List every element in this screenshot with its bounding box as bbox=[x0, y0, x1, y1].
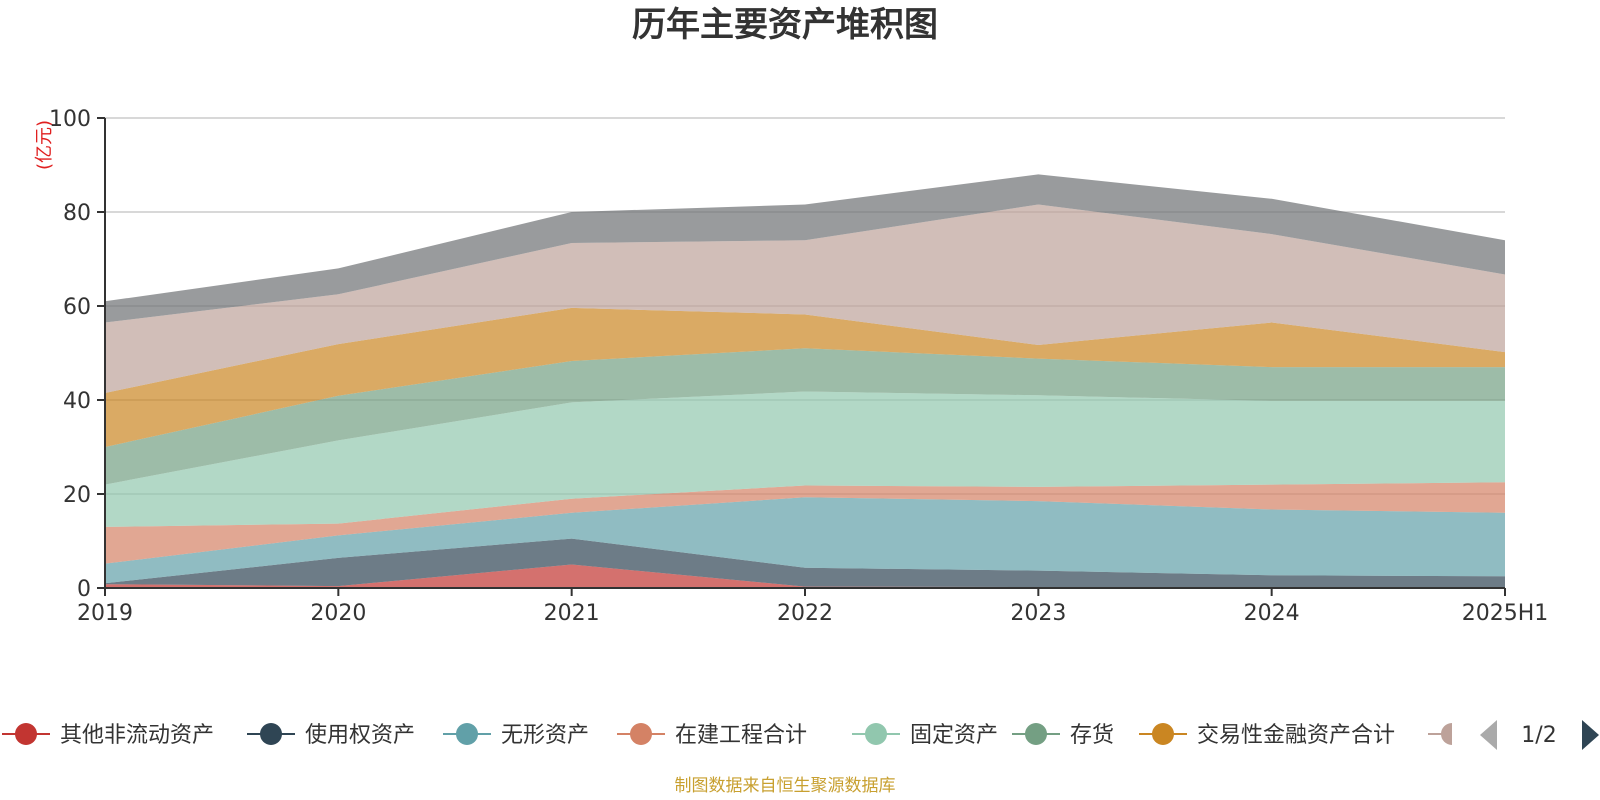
x-tick-label-2021: 2021 bbox=[544, 601, 600, 626]
y-tick-label-0: 0 bbox=[77, 577, 91, 602]
legend-label: 其他非流动资产 bbox=[60, 723, 214, 748]
y-tick-label-80: 80 bbox=[63, 201, 91, 226]
y-tick-label-100: 100 bbox=[49, 107, 91, 132]
legend-marker-icon bbox=[1441, 723, 1452, 745]
stacked-areas bbox=[105, 174, 1505, 588]
x-tick-label-2023: 2023 bbox=[1010, 601, 1066, 626]
legend-item-3[interactable]: 在建工程合计 bbox=[617, 723, 807, 748]
x-tick-label-2020: 2020 bbox=[310, 601, 366, 626]
area-series-4 bbox=[105, 391, 1505, 527]
legend-label: 无形资产 bbox=[501, 723, 589, 748]
x-tick-label-2024: 2024 bbox=[1244, 601, 1300, 626]
legend-label: 固定资产 bbox=[910, 723, 998, 748]
area-series-1 bbox=[105, 538, 1505, 588]
legend-marker-icon bbox=[865, 723, 887, 745]
area-series-0 bbox=[105, 564, 1505, 588]
legend-next-page-icon[interactable] bbox=[1582, 720, 1599, 750]
legend-label: 使用权资产 bbox=[305, 723, 415, 748]
legend-item-4[interactable]: 固定资产 bbox=[852, 723, 998, 748]
area-series-8 bbox=[105, 174, 1505, 323]
legend-item-1[interactable]: 使用权资产 bbox=[247, 723, 415, 748]
legend-label: 交易性金融资产合计 bbox=[1197, 723, 1395, 748]
legend-marker-icon bbox=[1152, 723, 1174, 745]
axes: 0 20 40 60 80 100 2019 2020 2021 2022 2023 2024 2025… bbox=[49, 107, 1548, 626]
area-series-6 bbox=[105, 307, 1505, 447]
y-tick-label-60: 60 bbox=[63, 295, 91, 320]
legend-label: 存货 bbox=[1070, 723, 1114, 748]
x-tick-label-2019: 2019 bbox=[77, 601, 133, 626]
chart-title: 历年主要资产堆积图 bbox=[632, 5, 938, 45]
legend-marker-icon bbox=[15, 723, 37, 745]
y-axis-unit-label: (亿元) bbox=[34, 120, 55, 170]
legend-marker-icon bbox=[630, 723, 652, 745]
y-tick-label-40: 40 bbox=[63, 389, 91, 414]
legend-label: 在建工程合计 bbox=[675, 723, 807, 748]
area-series-5 bbox=[105, 348, 1505, 485]
x-tick-label-2022: 2022 bbox=[777, 601, 833, 626]
y-tick-label-20: 20 bbox=[63, 483, 91, 508]
area-series-7 bbox=[105, 204, 1505, 393]
legend: 其他非流动资产 使用权资产 无形资产 在建工程合计 固定资产 存货 交易性金融资产合计 1/2 bbox=[2, 720, 1599, 750]
legend-marker-icon bbox=[260, 723, 282, 745]
data-source-note: 制图数据来自恒生聚源数据库 bbox=[675, 776, 896, 796]
legend-item-0[interactable]: 其他非流动资产 bbox=[2, 723, 214, 748]
legend-item-2[interactable]: 无形资产 bbox=[443, 723, 589, 748]
legend-marker-icon bbox=[1025, 723, 1047, 745]
legend-item-5[interactable]: 存货 bbox=[1012, 723, 1114, 748]
legend-marker-icon bbox=[456, 723, 478, 745]
legend-page-indicator: 1/2 bbox=[1521, 723, 1556, 748]
x-tick-label-2025H1: 2025H1 bbox=[1462, 601, 1549, 626]
legend-item-partial[interactable] bbox=[1428, 723, 1452, 745]
area-series-3 bbox=[105, 482, 1505, 564]
area-series-2 bbox=[105, 497, 1505, 584]
legend-item-6[interactable]: 交易性金融资产合计 bbox=[1139, 723, 1395, 748]
legend-prev-page-icon[interactable] bbox=[1480, 720, 1497, 750]
